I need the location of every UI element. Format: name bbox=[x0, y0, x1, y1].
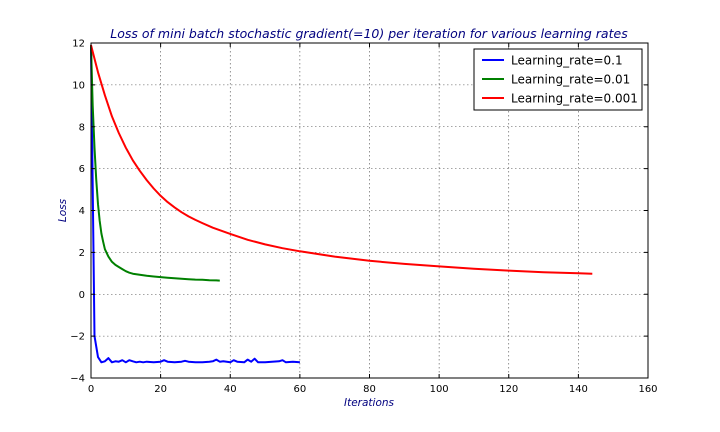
x-tick-label: 160 bbox=[638, 384, 657, 395]
x-tick-label: 100 bbox=[430, 384, 449, 395]
x-axis-label: Iterations bbox=[344, 397, 395, 409]
y-tick-label: −2 bbox=[70, 332, 85, 343]
y-tick-label: 12 bbox=[72, 39, 85, 50]
y-tick-label: 10 bbox=[72, 80, 85, 91]
x-tick-label: 140 bbox=[569, 384, 588, 395]
y-tick-label: 2 bbox=[79, 248, 85, 259]
y-axis-label: Loss bbox=[57, 198, 69, 222]
y-tick-label: 6 bbox=[79, 164, 85, 175]
x-tick-label: 40 bbox=[224, 384, 237, 395]
series-line-3 bbox=[90, 44, 593, 275]
x-tick-label: 0 bbox=[88, 384, 94, 395]
legend-label-1: Learning_rate=0.1 bbox=[511, 54, 623, 68]
series-lines bbox=[90, 44, 593, 364]
y-tick-label: −4 bbox=[70, 374, 85, 385]
chart-title: Loss of mini batch stochastic gradient(=… bbox=[110, 26, 628, 41]
axis-ticks: 0 20 40 60 80 100 120 140 160 −4 −2 0 2 4 6 8 10 12 bbox=[70, 39, 657, 396]
x-tick-label: 60 bbox=[294, 384, 307, 395]
legend: Learning_rate=0.1 Learning_rate=0.01 Learn… bbox=[473, 48, 643, 111]
series-line-1 bbox=[90, 45, 300, 364]
y-tick-label: 4 bbox=[79, 206, 85, 217]
x-tick-label: 80 bbox=[363, 384, 376, 395]
legend-label-2: Learning_rate=0.01 bbox=[511, 73, 630, 87]
series-line-2 bbox=[90, 45, 220, 282]
y-tick-label: 0 bbox=[79, 290, 85, 301]
legend-label-3: Learning_rate=0.001 bbox=[511, 92, 638, 106]
y-tick-label: 8 bbox=[79, 122, 85, 133]
x-tick-label: 120 bbox=[499, 384, 518, 395]
x-tick-label: 20 bbox=[154, 384, 167, 395]
